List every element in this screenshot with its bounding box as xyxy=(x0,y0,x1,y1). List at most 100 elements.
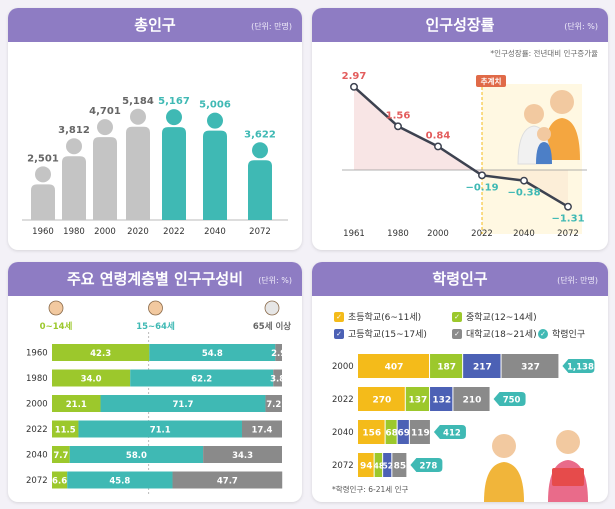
person-bar xyxy=(126,126,150,220)
total-population-panel: 총인구 (단위: 만명) 2,501 1960 3,812 1980 4,701 2000… xyxy=(8,8,302,250)
stack-segment xyxy=(52,344,150,361)
segment-value-label: 156 xyxy=(362,429,381,439)
person-bar xyxy=(31,184,55,220)
segment-value-label: 71.1 xyxy=(150,426,171,436)
face-icon xyxy=(264,300,280,316)
projection-flag xyxy=(476,75,506,87)
segment-value-label: 2.9 xyxy=(271,349,286,359)
family-illustration-child-body xyxy=(536,142,552,164)
stack-segment xyxy=(405,387,430,411)
year-tick-label: 1980 xyxy=(63,227,85,237)
year-tick-label: 1980 xyxy=(387,229,409,239)
segment-value-label: 48 xyxy=(374,462,384,471)
segment-value-label: 47.7 xyxy=(217,477,238,487)
person-bar xyxy=(93,137,117,220)
segment-value-label: 54.8 xyxy=(202,349,223,359)
year-tick-label: 2040 xyxy=(204,227,226,237)
segment-value-label: 210 xyxy=(463,396,482,406)
stack-segment xyxy=(392,453,407,477)
growth-rate-note: *인구성장률: 전년대비 인구증가율 xyxy=(490,49,598,58)
legend-total: ✓ 학령인구 xyxy=(538,327,585,340)
segment-value-label: 3.8 xyxy=(270,375,285,385)
year-tick-label: 2040 xyxy=(332,428,354,438)
growth-rate-unit: (단위: %) xyxy=(564,22,598,31)
stack-segment xyxy=(241,420,282,438)
stack-segment xyxy=(130,369,274,387)
stack-segment xyxy=(358,453,374,477)
growth-rate-title: 인구성장률 xyxy=(425,16,495,34)
family-illustration-dad-head xyxy=(524,104,544,124)
panel-header xyxy=(8,8,302,42)
year-tick-label: 2020 xyxy=(127,227,149,237)
segment-value-label: 187 xyxy=(437,363,456,373)
student-illustration-head xyxy=(492,434,516,458)
segment-value-label: 11.5 xyxy=(55,426,76,436)
data-point xyxy=(520,176,528,185)
year-tick-label: 2000 xyxy=(427,229,449,239)
value-label: 5,184 xyxy=(122,96,154,107)
segment-value-label: 34.0 xyxy=(81,375,102,385)
segment-value-label: 42.3 xyxy=(90,349,111,359)
person-head xyxy=(166,109,182,126)
segment-value-label: 270 xyxy=(372,396,391,406)
year-tick-label: 1960 xyxy=(32,227,54,237)
data-point xyxy=(434,142,442,151)
person-head xyxy=(66,138,82,155)
segment-value-label: 21.1 xyxy=(66,400,87,410)
data-point xyxy=(350,82,358,91)
stack-segment xyxy=(463,354,501,378)
segment-value-label: 217 xyxy=(473,363,492,373)
segment-value-label: 71.7 xyxy=(172,400,193,410)
value-label: 4,701 xyxy=(89,106,121,117)
stack-segment xyxy=(52,395,101,412)
person-head xyxy=(35,166,51,183)
value-label: −1.31 xyxy=(551,214,584,225)
age-structure-title: 주요 연령계층별 인구구성비 xyxy=(66,270,244,288)
check-icon: ✓ xyxy=(452,311,462,322)
check-icon: ✓ xyxy=(538,328,548,339)
segment-value-label: 69 xyxy=(397,429,410,439)
stack-segment xyxy=(203,446,282,463)
year-tick-label: 2040 xyxy=(26,451,48,461)
face-icon xyxy=(48,300,64,316)
stack-segment xyxy=(409,420,430,444)
stack-segment xyxy=(52,420,79,438)
year-tick-label: 2000 xyxy=(94,227,116,237)
value-label: 3,812 xyxy=(58,125,90,136)
stack-segment xyxy=(52,369,131,387)
year-tick-label: 2022 xyxy=(163,227,185,237)
year-tick-label: 2000 xyxy=(332,362,354,372)
value-label: 5,006 xyxy=(199,100,231,111)
face-icon xyxy=(148,300,163,316)
total-value-label: 750 xyxy=(503,396,521,406)
legend-elementary-label: 초등학교(6~11세) xyxy=(348,313,422,323)
year-tick-label: 2022 xyxy=(471,229,493,239)
segment-value-label: 7.7 xyxy=(53,451,68,461)
data-point xyxy=(564,202,572,211)
panel-header xyxy=(312,8,608,42)
value-label: 2,501 xyxy=(27,153,59,164)
stack-segment xyxy=(78,420,242,438)
stack-segment xyxy=(453,387,490,411)
total-value-label: 1,138 xyxy=(567,363,594,373)
panel-header xyxy=(312,262,608,296)
stack-segment xyxy=(501,354,559,378)
segment-value-label: 52 xyxy=(383,462,393,471)
segment-value-label: 17.4 xyxy=(251,426,272,436)
legend-high-label: 고등학교(15~17세) xyxy=(348,330,427,340)
stack-segment xyxy=(69,446,204,463)
stack-segment xyxy=(172,471,283,489)
age-structure-panel: 주요 연령계층별 인구구성비 (단위: %) 0~14세 15~64세 65세 이상… xyxy=(8,262,302,502)
year-tick-label: 2040 xyxy=(513,229,535,239)
stack-segment xyxy=(358,387,405,411)
segment-value-label: 132 xyxy=(432,396,451,406)
person-bar xyxy=(248,160,272,220)
person-bar xyxy=(162,127,186,220)
legend-total-label: 학령인구 xyxy=(552,330,586,340)
person-head xyxy=(130,108,146,125)
year-tick-label: 2072 xyxy=(557,229,579,239)
age-group-label: 15~64세 xyxy=(136,321,175,332)
age-group-label: 0~14세 xyxy=(40,321,73,332)
year-tick-label: 2072 xyxy=(249,227,271,237)
legend-high: ✓ 고등학교(15~17세) xyxy=(334,327,427,340)
